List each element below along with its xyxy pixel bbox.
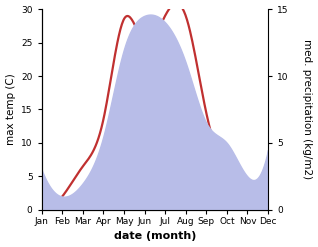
Y-axis label: med. precipitation (kg/m2): med. precipitation (kg/m2): [302, 40, 313, 180]
X-axis label: date (month): date (month): [114, 231, 196, 242]
Y-axis label: max temp (C): max temp (C): [5, 74, 16, 145]
